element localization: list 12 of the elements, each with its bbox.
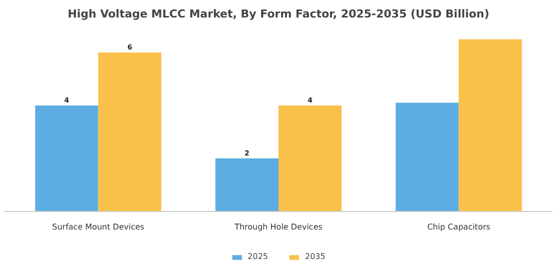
chart-title: High Voltage MLCC Market, By Form Factor, 2025-2035 (USD Billion) [68, 8, 490, 20]
bar [35, 105, 98, 212]
x-tick-label: Surface Mount Devices [52, 222, 144, 232]
bar [278, 105, 342, 212]
bar [458, 39, 522, 212]
bar [98, 52, 162, 212]
x-tick-label: Through Hole Devices [234, 222, 322, 232]
x-tick-label: Chip Capacitors [427, 222, 490, 232]
bar [215, 158, 278, 212]
bar [396, 102, 459, 212]
legend-label: 2025 [248, 252, 268, 261]
legend-label: 2035 [305, 252, 326, 261]
